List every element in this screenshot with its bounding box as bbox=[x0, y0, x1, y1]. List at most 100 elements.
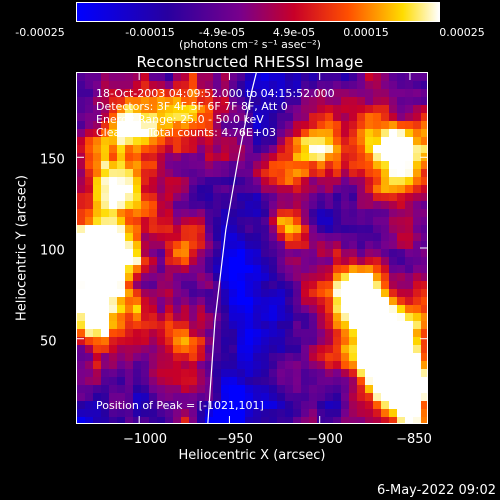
heatmap-pixel bbox=[325, 305, 333, 313]
heatmap-pixel bbox=[149, 377, 157, 385]
heatmap-pixel bbox=[293, 113, 301, 121]
heatmap-pixel bbox=[173, 201, 181, 209]
heatmap-pixel bbox=[109, 185, 117, 193]
heatmap-pixel bbox=[221, 225, 229, 233]
heatmap-pixel bbox=[397, 145, 405, 153]
heatmap-pixel bbox=[253, 417, 261, 423]
heatmap-pixel bbox=[157, 121, 165, 129]
heatmap-pixel bbox=[109, 73, 117, 81]
heatmap-pixel bbox=[245, 273, 253, 281]
heatmap-pixel bbox=[253, 129, 261, 137]
heatmap-pixel bbox=[381, 169, 389, 177]
heatmap-pixel bbox=[301, 81, 309, 89]
heatmap-pixel bbox=[413, 225, 421, 233]
heatmap-pixel bbox=[197, 241, 205, 249]
heatmap-pixel bbox=[165, 385, 173, 393]
heatmap-pixel bbox=[141, 241, 149, 249]
heatmap-pixel bbox=[101, 81, 109, 89]
heatmap-pixel bbox=[205, 153, 213, 161]
heatmap-pixel bbox=[101, 353, 109, 361]
heatmap-pixel bbox=[109, 345, 117, 353]
heatmap-pixel bbox=[309, 273, 317, 281]
heatmap-pixel bbox=[93, 185, 101, 193]
heatmap-pixel bbox=[317, 249, 325, 257]
heatmap-pixel bbox=[381, 313, 389, 321]
heatmap-pixel bbox=[373, 137, 381, 145]
heatmap-pixel bbox=[413, 145, 421, 153]
heatmap-pixel bbox=[85, 289, 93, 297]
heatmap-pixel bbox=[205, 97, 213, 105]
heatmap-pixel bbox=[157, 393, 165, 401]
heatmap-pixel bbox=[93, 209, 101, 217]
heatmap-pixel bbox=[157, 409, 165, 417]
heatmap-pixel bbox=[229, 273, 237, 281]
heatmap-pixel bbox=[325, 313, 333, 321]
heatmap-pixel bbox=[245, 81, 253, 89]
heatmap-pixel bbox=[141, 169, 149, 177]
heatmap-pixel bbox=[285, 201, 293, 209]
heatmap-pixel bbox=[181, 161, 189, 169]
heatmap-pixel bbox=[397, 241, 405, 249]
heatmap-pixel bbox=[181, 361, 189, 369]
heatmap-pixel bbox=[101, 145, 109, 153]
heatmap-pixel bbox=[205, 289, 213, 297]
heatmap-pixel bbox=[357, 81, 365, 89]
heatmap-pixel bbox=[333, 121, 341, 129]
heatmap-pixel bbox=[317, 377, 325, 385]
heatmap-pixel bbox=[117, 145, 125, 153]
heatmap-pixel bbox=[133, 297, 141, 305]
heatmap-pixel bbox=[165, 305, 173, 313]
heatmap-pixel bbox=[109, 353, 117, 361]
heatmap-pixel bbox=[253, 377, 261, 385]
heatmap-pixel bbox=[261, 321, 269, 329]
heatmap-pixel bbox=[221, 289, 229, 297]
heatmap-pixel bbox=[293, 81, 301, 89]
heatmap-pixel bbox=[77, 257, 85, 265]
heatmap-pixel bbox=[237, 233, 245, 241]
heatmap-pixel bbox=[245, 129, 253, 137]
heatmap-pixel bbox=[165, 241, 173, 249]
heatmap-pixel bbox=[181, 313, 189, 321]
heatmap-pixel bbox=[325, 289, 333, 297]
heatmap-pixel bbox=[349, 401, 357, 409]
heatmap-pixel bbox=[109, 393, 117, 401]
heatmap-pixel bbox=[117, 241, 125, 249]
heatmap-pixel bbox=[357, 321, 365, 329]
heatmap-pixel bbox=[173, 97, 181, 105]
heatmap-pixel bbox=[141, 201, 149, 209]
heatmap-pixel bbox=[397, 273, 405, 281]
heatmap-pixel bbox=[333, 369, 341, 377]
heatmap-pixel bbox=[117, 265, 125, 273]
heatmap-pixel bbox=[205, 257, 213, 265]
heatmap-pixel bbox=[285, 257, 293, 265]
heatmap-pixel bbox=[277, 305, 285, 313]
heatmap-pixel bbox=[173, 185, 181, 193]
heatmap-pixel bbox=[205, 89, 213, 97]
heatmap-pixel bbox=[133, 137, 141, 145]
heatmap-pixel bbox=[181, 265, 189, 273]
heatmap-pixel bbox=[309, 81, 317, 89]
heatmap-pixel bbox=[341, 401, 349, 409]
heatmap-pixel bbox=[213, 353, 221, 361]
heatmap-pixel bbox=[293, 73, 301, 81]
heatmap-pixel bbox=[373, 273, 381, 281]
heatmap-pixel bbox=[405, 193, 413, 201]
heatmap-pixel bbox=[421, 281, 427, 289]
heatmap-pixel bbox=[229, 385, 237, 393]
heatmap-pixel bbox=[213, 169, 221, 177]
heatmap-pixel bbox=[333, 217, 341, 225]
heatmap-pixel bbox=[421, 233, 427, 241]
heatmap-pixel bbox=[397, 289, 405, 297]
heatmap-pixel bbox=[109, 225, 117, 233]
heatmap-pixel bbox=[421, 313, 427, 321]
heatmap-pixel bbox=[77, 417, 85, 423]
heatmap-pixel bbox=[261, 297, 269, 305]
heatmap-pixel bbox=[117, 113, 125, 121]
colorbar bbox=[76, 2, 440, 22]
heatmap-pixel bbox=[93, 409, 101, 417]
heatmap-pixel bbox=[301, 121, 309, 129]
heatmap-pixel bbox=[285, 297, 293, 305]
heatmap-pixel bbox=[381, 241, 389, 249]
heatmap-pixel bbox=[237, 241, 245, 249]
heatmap-pixel bbox=[357, 121, 365, 129]
